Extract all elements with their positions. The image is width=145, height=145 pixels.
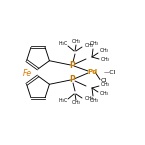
Text: —Cl: —Cl [104,69,116,75]
Text: H$_3$C: H$_3$C [58,40,68,48]
Text: CH$_3$: CH$_3$ [100,81,110,89]
Text: P: P [69,60,75,69]
Text: CH$_3$: CH$_3$ [89,40,99,48]
Text: Pd: Pd [87,69,97,75]
Text: H$_3$C: H$_3$C [58,97,68,105]
Text: P: P [69,76,75,85]
Text: Fe: Fe [22,68,32,77]
Text: CH$_3$: CH$_3$ [84,42,94,50]
Text: CH$_3$: CH$_3$ [99,90,109,98]
Text: CH$_3$: CH$_3$ [71,38,81,46]
Text: Cl: Cl [101,77,107,83]
Text: CH$_3$: CH$_3$ [100,56,110,64]
Text: CH$_3$: CH$_3$ [99,47,109,55]
Text: CH$_3$: CH$_3$ [89,97,99,105]
Text: CH$_3$: CH$_3$ [71,99,81,107]
Text: CH$_3$: CH$_3$ [84,95,94,103]
